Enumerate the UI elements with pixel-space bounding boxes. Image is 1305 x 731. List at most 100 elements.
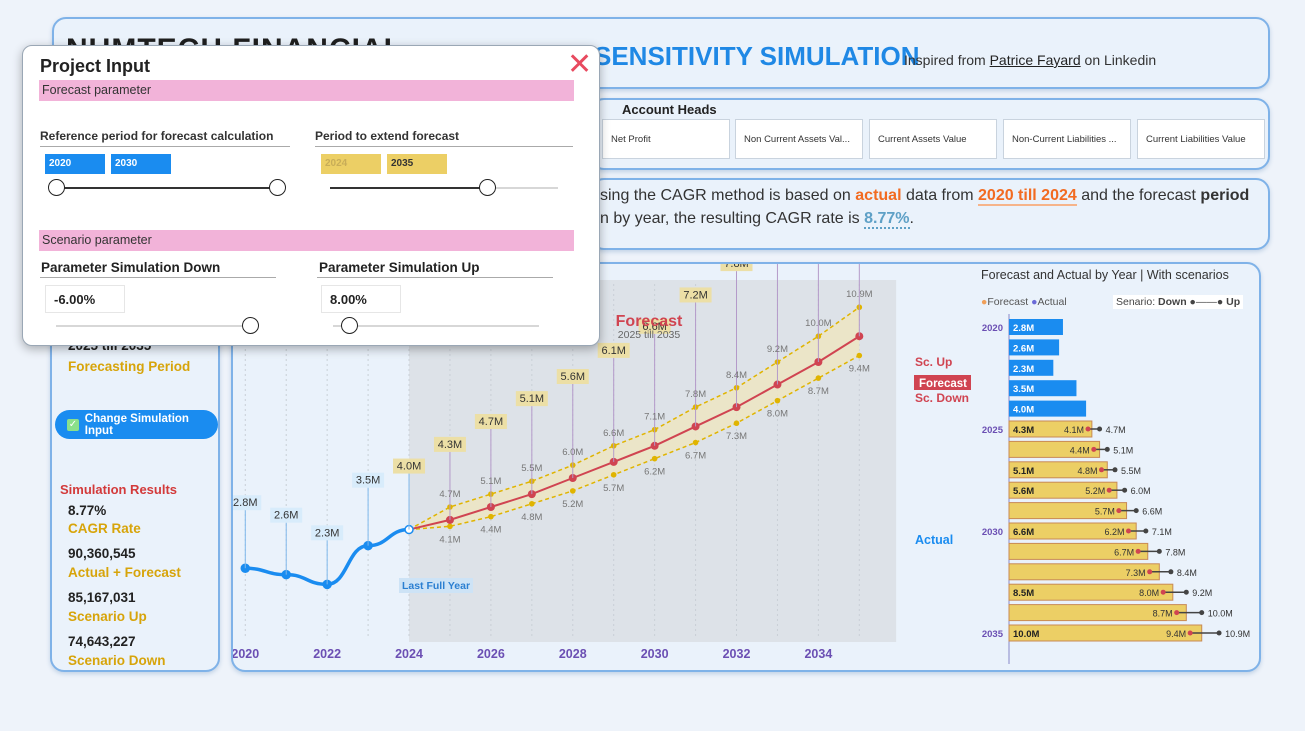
bar-down-label: 9.4M: [1166, 629, 1186, 639]
extend-period-label: Period to extend forecast: [315, 129, 460, 143]
value-label: 2.8M: [233, 497, 257, 509]
results-panel: 2025 till 2035 Forecasting Period ✓ Chan…: [50, 330, 220, 672]
x-tick-label: 2020: [233, 647, 259, 661]
value-label: 7.2M: [683, 289, 707, 301]
ref-start-field[interactable]: 2020: [45, 154, 105, 174]
scenario-legend-prefix: Senario:: [1116, 296, 1156, 308]
description-card: sing the CAGR method is based on actual …: [590, 178, 1270, 250]
scenario-up-dot: [1199, 610, 1205, 616]
scenario-down-label: 4.1M: [439, 534, 460, 545]
scenario-up-label: 7.8M: [685, 389, 706, 400]
scenario-legend: Senario: Down ●——● Up: [1113, 295, 1244, 309]
bar-down-label: 4.8M: [1077, 466, 1097, 476]
bar: [1009, 400, 1087, 417]
bar-down-label: 7.3M: [1126, 568, 1146, 578]
bar-down-label: 6.2M: [1104, 527, 1124, 537]
bar-up-label: 10.9M: [1225, 629, 1250, 639]
sc-down-label: Sc. Down: [915, 391, 969, 405]
bar-legend: ●Forecast ●Actual: [981, 296, 1067, 308]
project-input-dialog: Project Input ✕ Forecast parameter Refer…: [22, 45, 600, 346]
forecast-period-label: Forecasting Period: [68, 359, 191, 374]
scenario-down-dot: [1106, 487, 1112, 493]
value-label-bg: [311, 525, 344, 541]
scenario-down-dot: [1174, 610, 1180, 616]
sim-up-slider-handle[interactable]: [341, 317, 358, 334]
ref-end-field[interactable]: 2030: [111, 154, 171, 174]
value-label: 5.6M: [561, 371, 585, 383]
scenario-up-label: 5.1M: [480, 476, 501, 487]
divider: [315, 146, 573, 147]
total-value: 90,360,545: [68, 546, 136, 561]
value-label: 7.8M: [724, 264, 748, 270]
account-head-current-liabilities[interactable]: Current Liabilities Value: [1137, 119, 1265, 159]
scenario-down-point: [692, 439, 699, 446]
scenario-down-point: [856, 352, 863, 359]
scenario-legend-up: Up: [1226, 296, 1241, 308]
forecast-tag-bg: [914, 375, 971, 390]
value-label: 5.1M: [520, 393, 544, 405]
sim-down-slider-track[interactable]: [56, 325, 251, 327]
scenario-down-dot: [1147, 569, 1153, 575]
bar-down-label: 6.7M: [1114, 547, 1134, 557]
bar-up-label: 6.6M: [1142, 507, 1162, 517]
close-icon[interactable]: ✕: [567, 48, 593, 81]
value-label-bg: [515, 391, 548, 407]
desc-text-1a: sing the CAGR method is based on: [600, 187, 851, 204]
scenario-up-value: 85,167,031: [68, 590, 136, 605]
bar-value-label: 2.8M: [1013, 323, 1034, 334]
sim-up-input[interactable]: 8.00%: [321, 285, 401, 313]
forecast-subtitle: 2025 till 2035: [618, 329, 681, 341]
bar-up-label: 8.4M: [1177, 568, 1197, 578]
value-label-bg: [597, 342, 630, 358]
ref-slider-track[interactable]: [56, 187, 278, 189]
value-label-bg: [270, 507, 303, 523]
scenario-down-dot: [1125, 528, 1131, 534]
forecast-point: [855, 332, 864, 341]
scenario-up-label: 7.1M: [644, 412, 665, 423]
bar-axis-label: 2035: [982, 629, 1004, 640]
last-full-year-bg: [399, 578, 473, 593]
extend-slider-handle[interactable]: [479, 179, 496, 196]
account-head-non-current-liabilities[interactable]: Non-Current Liabilities ...: [1003, 119, 1131, 159]
bar-value-label: 4.0M: [1013, 405, 1034, 416]
x-tick-label: 2026: [477, 647, 505, 661]
scenario-up-dot: [1143, 528, 1149, 534]
extend-end-field[interactable]: 2035: [387, 154, 447, 174]
account-heads-card: Account Heads Net Profit Non Current Ass…: [590, 98, 1270, 170]
scenario-down-label: 4.4M: [480, 525, 501, 536]
inspired-prefix: Inspired from: [904, 52, 986, 68]
scenario-down-point: [529, 500, 535, 507]
desc-text-1f: period: [1200, 187, 1250, 204]
ref-slider-end-handle[interactable]: [269, 179, 286, 196]
value-label: 6.6M: [642, 321, 666, 333]
value-label: 2.3M: [315, 527, 339, 539]
account-head-non-current-assets[interactable]: Non Current Assets Val...: [735, 119, 863, 159]
bar-up-label: 10.0M: [1208, 609, 1233, 619]
account-head-current-assets[interactable]: Current Assets Value: [869, 119, 997, 159]
scenario-down-value: 74,643,227: [68, 634, 136, 649]
change-simulation-input-button[interactable]: ✓ Change Simulation Input: [55, 410, 218, 439]
author-link[interactable]: Patrice Fayard: [989, 52, 1081, 68]
sim-up-label: Parameter Simulation Up: [319, 260, 480, 275]
report-subtitle: SENSITIVITY SIMULATION: [594, 41, 920, 71]
sim-up-slider-track[interactable]: [333, 325, 539, 327]
scenario-down-label: 6.2M: [644, 467, 665, 478]
scenario-up-label: 4.7M: [439, 489, 460, 500]
scenario-down-dot: [1099, 467, 1105, 473]
extend-start-field[interactable]: 2024: [321, 154, 381, 174]
account-head-net-profit[interactable]: Net Profit: [602, 119, 730, 159]
scenario-down-label: 8.0M: [767, 409, 788, 420]
scenario-up-dot: [1097, 426, 1103, 432]
value-label: 2.6M: [274, 510, 298, 522]
change-simulation-label: Change Simulation Input: [84, 412, 189, 437]
scenario-down-point: [488, 513, 494, 520]
scenario-down-dot: [1091, 446, 1097, 452]
scenario-down-label: 7.3M: [726, 431, 747, 442]
ref-slider-start-handle[interactable]: [48, 179, 65, 196]
value-label-bg: [393, 458, 426, 474]
bar-up-label: 7.1M: [1152, 527, 1172, 537]
sim-down-input[interactable]: -6.00%: [45, 285, 125, 313]
bar-down-label: 4.1M: [1064, 425, 1084, 435]
sim-down-slider-handle[interactable]: [242, 317, 259, 334]
check-icon: ✓: [67, 418, 79, 431]
